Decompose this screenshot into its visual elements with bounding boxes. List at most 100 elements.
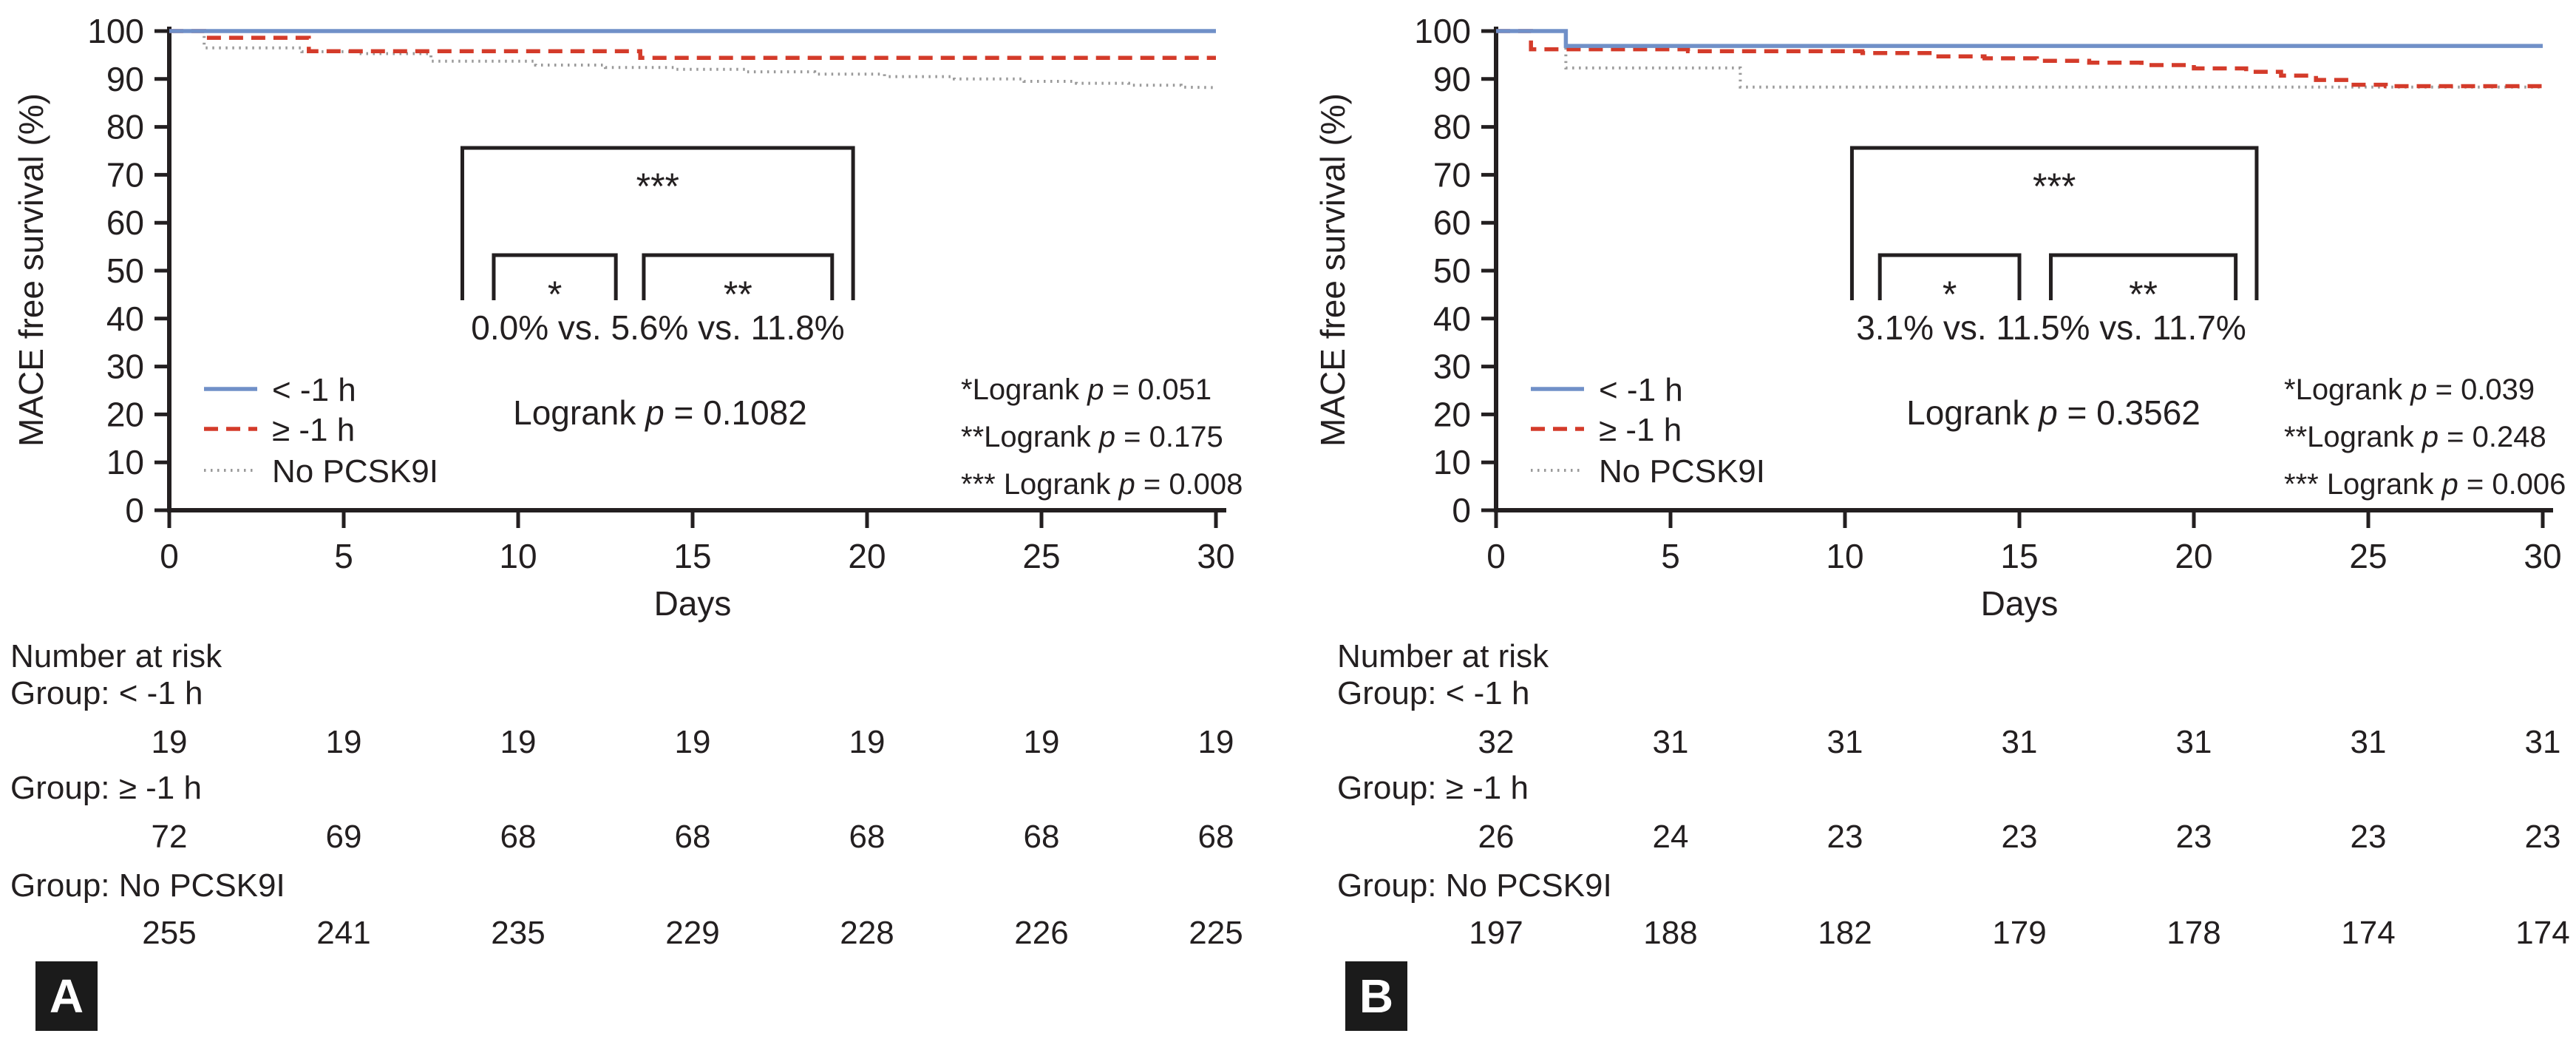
x-tick-label: 30: [1197, 537, 1234, 575]
at-risk-count: 31: [1653, 724, 1689, 760]
y-tick-label: 70: [1433, 155, 1471, 194]
x-tick-label: 5: [1661, 537, 1680, 575]
y-tick-label: 50: [106, 251, 144, 290]
at-risk-count: 174: [2515, 915, 2569, 951]
curves-b: [1496, 29, 2543, 89]
survival-curve-red: [169, 29, 1216, 61]
x-tick-label: 10: [1826, 537, 1863, 575]
brackets-a: **** **: [460, 146, 855, 315]
survival-curve-gray: [1496, 30, 2543, 89]
pairwise-p-value: *Logrank p = 0.039: [2284, 373, 2535, 406]
x-tick-label: 20: [2175, 537, 2212, 575]
x-tick-label: 30: [2524, 537, 2561, 575]
y-tick-label: 30: [106, 348, 144, 386]
pairwise-p-value: **Logrank p = 0.248: [2284, 421, 2546, 453]
at-risk-count: 255: [142, 915, 196, 951]
at-risk-count: 31: [1827, 724, 1863, 760]
y-tick-label: 90: [106, 60, 144, 98]
pairwise-logrank-block: *Logrank p = 0.039 **Logrank p = 0.248 *…: [2284, 373, 2566, 501]
y-tick-label: 80: [1433, 108, 1471, 146]
overall-logrank-text: Logrank p = 0.1082: [513, 393, 807, 432]
pairwise-logrank-block: *Logrank p = 0.051 **Logrank p = 0.175 *…: [961, 373, 1243, 501]
brackets-b: **** **: [1849, 146, 2259, 315]
survival-curve-gray: [169, 30, 1217, 89]
at-risk-count: 32: [1478, 724, 1515, 760]
at-risk-group-label: Group: < -1 h: [1337, 675, 1529, 711]
at-risk-count: 174: [2341, 915, 2395, 951]
x-tick-label: 5: [334, 537, 353, 575]
x-tick-label: 20: [848, 537, 886, 575]
panel-letter: A: [50, 969, 84, 1023]
at-risk-count: 68: [500, 819, 537, 855]
panel-letter-box: [35, 961, 98, 1031]
pairwise-p-value: **Logrank p = 0.175: [961, 421, 1223, 453]
pct-comparison-text: 0.0% vs. 5.6% vs. 11.8%: [471, 308, 844, 347]
y-axis-label: MACE free survival (%): [1314, 93, 1352, 447]
significance-stars: **: [2129, 274, 2158, 315]
significance-stars: *: [548, 274, 562, 315]
legend-label: ≥ -1 h: [272, 412, 355, 448]
y-tick-label: 20: [106, 395, 144, 433]
x-tick-label: 10: [499, 537, 537, 575]
at-risk-count: 23: [2176, 819, 2212, 855]
significance-bracket: [460, 146, 855, 300]
axes-b: 0 10 20 30 40 50 60 70 80 90 100 0 5 10 15 20 25 30: [1414, 12, 2561, 575]
at-risk-count: 23: [2525, 819, 2561, 855]
at-risk-count: 188: [1643, 915, 1697, 951]
at-risk-count: 228: [840, 915, 894, 951]
x-tick-label: 15: [2000, 537, 2038, 575]
y-axis-label: MACE free survival (%): [12, 93, 50, 447]
x-tick-label: 0: [1486, 537, 1506, 575]
at-risk-count: 72: [152, 819, 188, 855]
at-risk-count: 241: [316, 915, 370, 951]
y-tick-label: 0: [1452, 491, 1471, 529]
y-tick-label: 50: [1433, 251, 1471, 290]
at-risk-count: 19: [849, 724, 886, 760]
at-risk-counts-a: 19 19 19 19 19 19 19 72 69 68 68 68 68 68 255 241 235 229…: [142, 724, 1243, 951]
legend-label: < -1 h: [272, 372, 356, 408]
at-risk-count: 31: [2002, 724, 2038, 760]
panel-letter: B: [1359, 969, 1393, 1023]
x-axis-label: Days: [654, 584, 732, 623]
overall-logrank-text: Logrank p = 0.3562: [1906, 393, 2201, 432]
y-tick-label: 10: [1433, 443, 1471, 481]
survival-curve-blue: [1496, 29, 2543, 48]
at-risk-group-label: Group: < -1 h: [10, 675, 203, 711]
at-risk-count: 26: [1478, 819, 1515, 855]
significance-bracket: [2048, 253, 2238, 300]
at-risk-count: 235: [491, 915, 545, 951]
at-risk-count: 19: [1198, 724, 1234, 760]
at-risk-group-label: Group: ≥ -1 h: [1337, 770, 1529, 806]
at-risk-count: 31: [2351, 724, 2387, 760]
at-risk-count: 68: [849, 819, 886, 855]
significance-bracket: [1849, 146, 2259, 300]
x-axis-label: Days: [1981, 584, 2059, 623]
significance-stars: ***: [2033, 166, 2076, 207]
legend: < -1 h ≥ -1 h No PCSK9I: [204, 372, 438, 490]
pairwise-p-value: *** Logrank p = 0.008: [961, 468, 1243, 501]
at-risk-group-label: Group: ≥ -1 h: [10, 770, 202, 806]
at-risk-count: 23: [2351, 819, 2387, 855]
number-at-risk-heading: Number at risk: [1337, 638, 1549, 674]
at-risk-counts-b: 32 31 31 31 31 31 31 26 24 23 23 23 23 23 197 188 182 179…: [1469, 724, 2569, 951]
at-risk-count: 68: [1198, 819, 1234, 855]
at-risk-count: 31: [2525, 724, 2561, 760]
significance-stars: ***: [636, 166, 679, 207]
panel-letter-box: [1345, 961, 1407, 1031]
y-tick-label: 100: [1414, 12, 1471, 50]
at-risk-count: 68: [1024, 819, 1060, 855]
at-risk-count: 69: [326, 819, 362, 855]
legend-label: < -1 h: [1599, 372, 1683, 408]
at-risk-count: 23: [1827, 819, 1863, 855]
legend: < -1 h ≥ -1 h No PCSK9I: [1531, 372, 1765, 490]
y-tick-label: 40: [106, 299, 144, 338]
at-risk-count: 19: [1024, 724, 1060, 760]
at-risk-count: 19: [152, 724, 188, 760]
y-tick-label: 70: [106, 155, 144, 194]
significance-stars: **: [724, 274, 752, 315]
y-tick-label: 0: [125, 491, 144, 529]
at-risk-count: 226: [1014, 915, 1068, 951]
